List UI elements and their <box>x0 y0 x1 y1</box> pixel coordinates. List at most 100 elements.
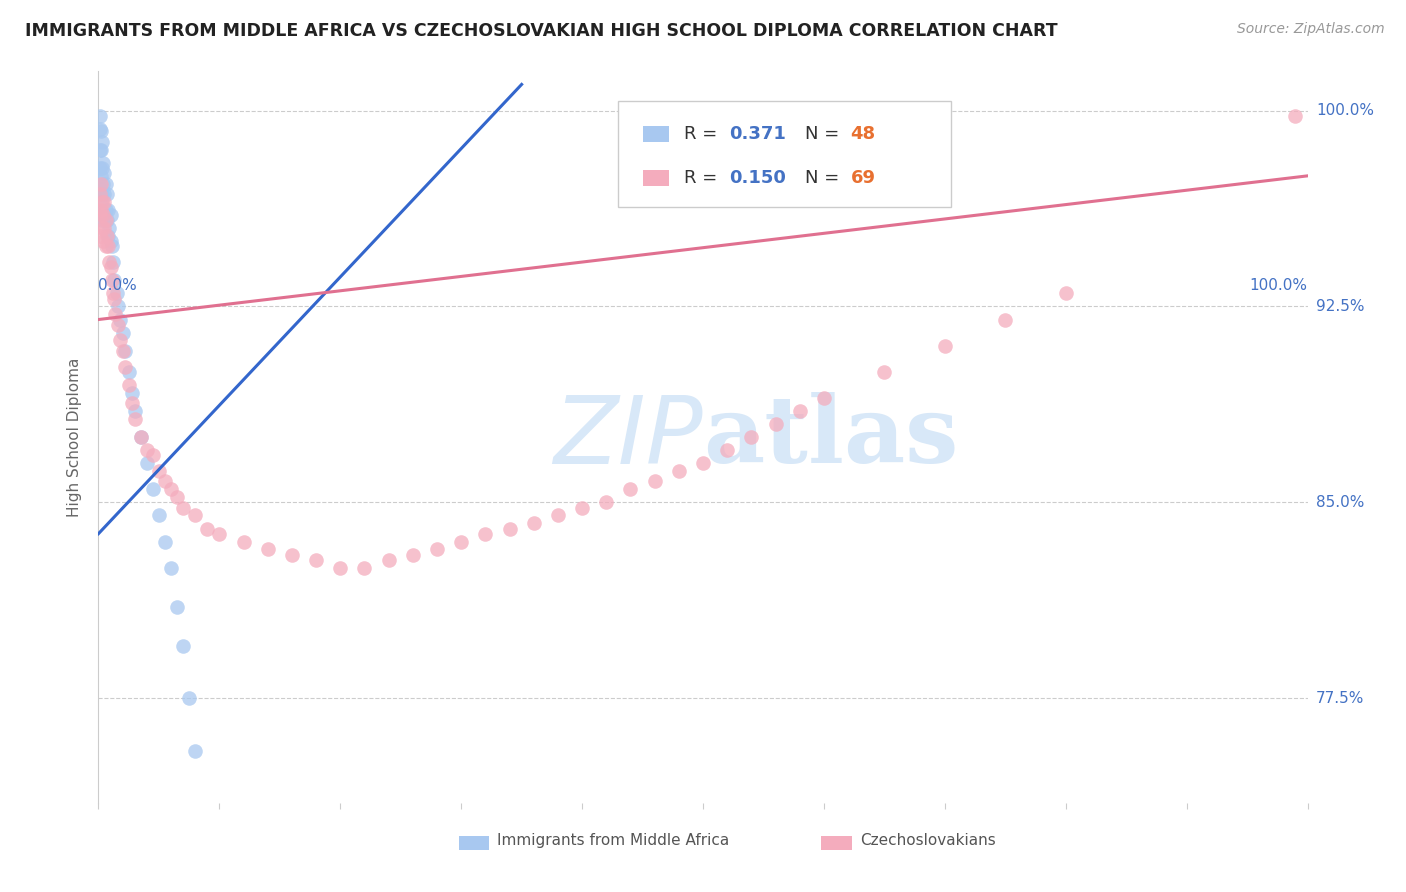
Point <box>96 187 118 202</box>
Text: Immigrants from Middle Africa: Immigrants from Middle Africa <box>498 833 730 848</box>
Point <box>89 187 111 202</box>
Point <box>89 182 111 196</box>
Text: R =: R = <box>683 125 723 143</box>
Point <box>135 456 157 470</box>
Point <box>104 307 127 321</box>
Point <box>142 483 165 497</box>
Point <box>97 239 120 253</box>
Point <box>547 508 569 523</box>
Y-axis label: High School Diploma: High School Diploma <box>67 358 83 516</box>
Point <box>101 286 124 301</box>
Point <box>114 359 136 374</box>
Point <box>118 377 141 392</box>
Point <box>160 560 183 574</box>
Bar <box>643 170 669 186</box>
Point <box>89 161 111 175</box>
Point <box>114 343 136 358</box>
Point <box>108 312 131 326</box>
Text: ZIP: ZIP <box>554 392 703 483</box>
Point <box>100 273 122 287</box>
Point <box>93 166 115 180</box>
Text: 0.150: 0.150 <box>730 169 786 187</box>
Point <box>105 286 128 301</box>
Point <box>208 526 231 541</box>
Point <box>148 508 170 523</box>
Point <box>129 430 152 444</box>
Point <box>716 443 738 458</box>
Point <box>305 553 328 567</box>
Point <box>129 430 152 444</box>
Point <box>89 109 111 123</box>
Point <box>100 234 122 248</box>
Text: 85.0%: 85.0% <box>1316 495 1364 510</box>
Point <box>281 548 304 562</box>
Text: atlas: atlas <box>703 392 959 482</box>
Point <box>994 312 1017 326</box>
Point <box>98 255 121 269</box>
Point <box>135 443 157 458</box>
Point <box>96 213 118 227</box>
Point <box>90 143 112 157</box>
Point <box>184 508 207 523</box>
Point <box>91 177 114 191</box>
Text: 0.0%: 0.0% <box>98 278 138 293</box>
Point <box>96 229 118 244</box>
Point <box>571 500 593 515</box>
Point <box>353 560 375 574</box>
Point <box>90 124 112 138</box>
Point <box>118 365 141 379</box>
Point <box>402 548 425 562</box>
Point <box>93 187 115 202</box>
Point <box>93 221 115 235</box>
Point <box>142 448 165 462</box>
Point <box>89 143 111 157</box>
Point <box>90 169 112 183</box>
Point <box>91 187 114 202</box>
Point <box>90 202 112 217</box>
Text: 92.5%: 92.5% <box>1316 299 1364 314</box>
Point <box>91 194 114 209</box>
Point <box>93 208 115 222</box>
Point <box>692 456 714 470</box>
Point <box>107 318 129 332</box>
Text: 100.0%: 100.0% <box>1250 278 1308 293</box>
Point <box>668 464 690 478</box>
Point <box>103 292 125 306</box>
Point <box>121 396 143 410</box>
Point <box>103 273 125 287</box>
Point <box>873 365 896 379</box>
Point <box>644 475 666 489</box>
Point <box>377 553 399 567</box>
Point <box>740 430 762 444</box>
Point <box>1054 286 1077 301</box>
Point <box>153 475 176 489</box>
Point <box>90 177 112 191</box>
Point <box>1284 109 1306 123</box>
Point <box>107 300 129 314</box>
Point <box>179 691 201 706</box>
Bar <box>821 837 852 849</box>
Point <box>595 495 617 509</box>
Text: R =: R = <box>683 169 723 187</box>
Point <box>153 534 176 549</box>
Point <box>166 599 188 614</box>
Point <box>166 490 188 504</box>
Point <box>100 260 122 275</box>
Point <box>450 534 472 549</box>
Point <box>256 542 278 557</box>
Text: 48: 48 <box>851 125 876 143</box>
Point <box>124 411 146 425</box>
Text: 0.371: 0.371 <box>730 125 786 143</box>
Text: 69: 69 <box>851 169 876 187</box>
Point <box>160 483 183 497</box>
Point <box>97 229 120 244</box>
Point <box>619 483 641 497</box>
Point <box>184 743 207 757</box>
Point <box>121 385 143 400</box>
Text: Czechoslovakians: Czechoslovakians <box>860 833 995 848</box>
Text: 100.0%: 100.0% <box>1316 103 1374 118</box>
Point <box>765 417 787 431</box>
Point <box>426 542 449 557</box>
Point <box>523 516 546 531</box>
Point <box>100 208 122 222</box>
